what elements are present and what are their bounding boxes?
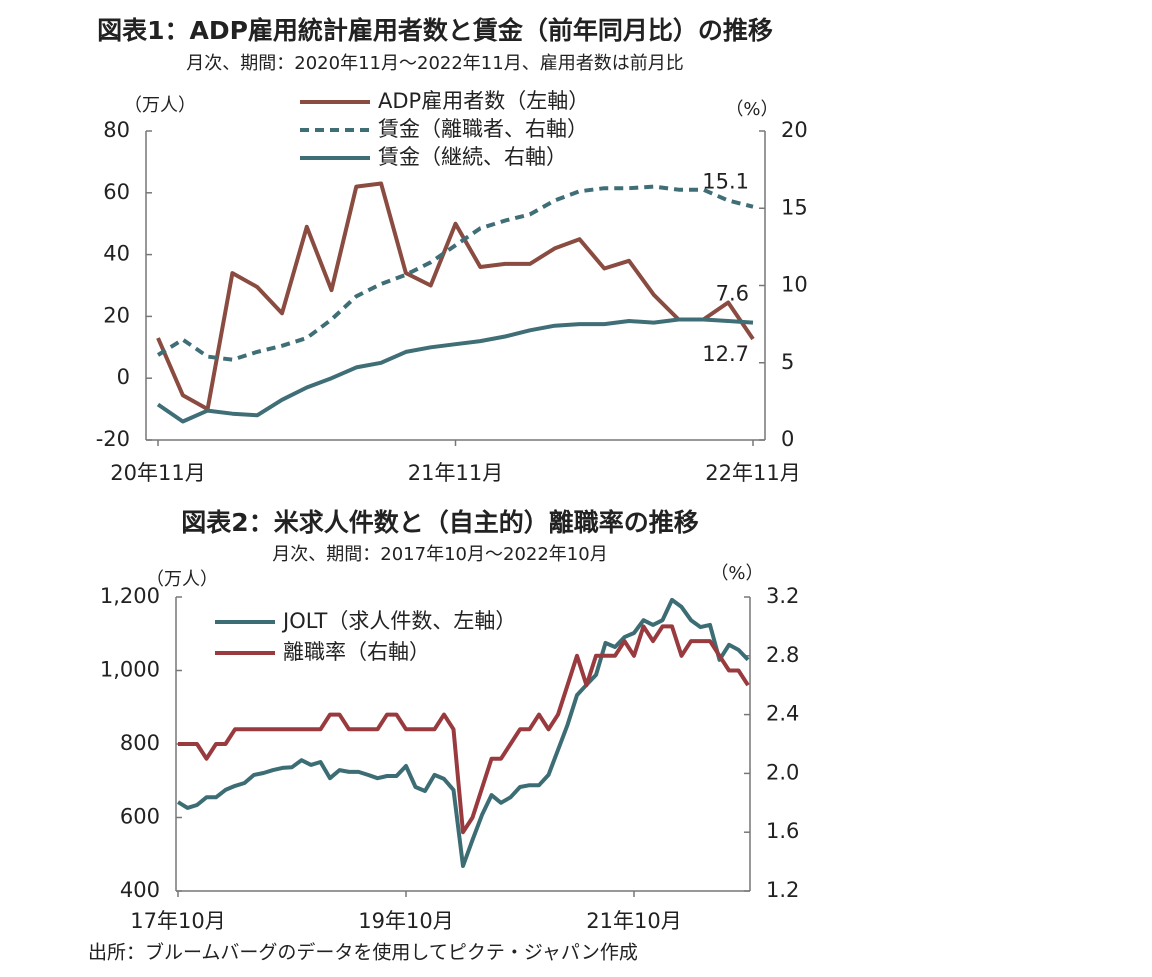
legend-label: JOLT（求人件数、左軸） xyxy=(281,609,516,633)
x-tick-label: 22年11月 xyxy=(705,461,800,485)
y2-tick-label: 2.8 xyxy=(766,643,799,667)
y2-tick-label: 3.2 xyxy=(766,584,799,608)
y2-tick-label: 1.2 xyxy=(766,878,799,902)
chart-title: 図表2：米求人件数と（自主的）離職率の推移 xyxy=(181,508,698,537)
source: 出所：ブルームバーグのデータを使用してピクテ・ジャパン作成 xyxy=(88,941,638,964)
series-line xyxy=(176,597,750,868)
y-tick-label: 60 xyxy=(103,180,130,204)
y-tick-label: 0 xyxy=(117,365,130,389)
series-line xyxy=(156,181,755,412)
x-tick-label: 21年10月 xyxy=(586,909,681,933)
data-label: 12.7 xyxy=(702,342,749,366)
y-tick-label: 20 xyxy=(103,303,130,327)
legend-label: 賃金（離職者、右軸） xyxy=(378,117,588,141)
legend-label: 離職率（右軸） xyxy=(283,640,430,664)
y-tick-label: 1,200 xyxy=(100,584,160,608)
chart-subtitle: 月次、期間：2017年10月～2022年10月 xyxy=(272,544,607,565)
legend-label: ADP雇用者数（左軸） xyxy=(378,89,589,113)
y-tick-label: 80 xyxy=(103,118,130,142)
y2-axis-label: （%） xyxy=(710,563,763,584)
y-tick-label: 600 xyxy=(120,805,160,829)
x-tick-label: 21年11月 xyxy=(408,461,503,485)
y2-tick-label: 15 xyxy=(781,195,808,219)
y-axis-label: （万人） xyxy=(124,95,196,116)
y-tick-label: -20 xyxy=(96,427,130,451)
x-tick-label: 20年11月 xyxy=(110,461,205,485)
y-tick-label: 800 xyxy=(120,731,160,755)
y-tick-label: 1,000 xyxy=(100,658,160,682)
y2-tick-label: 5 xyxy=(781,350,794,374)
x-tick-label: 19年10月 xyxy=(358,909,453,933)
chart-title: 図表1：ADP雇用統計雇用者数と賃金（前年同月比）の推移 xyxy=(97,16,773,45)
y2-tick-label: 1.6 xyxy=(766,819,799,843)
x-tick-label: 17年10月 xyxy=(130,909,225,933)
y2-tick-label: 2.4 xyxy=(766,702,799,726)
y2-tick-label: 20 xyxy=(781,118,808,142)
y2-tick-label: 10 xyxy=(781,273,808,297)
data-label: 7.6 xyxy=(716,282,749,306)
y2-axis-label: （%） xyxy=(725,99,778,120)
y2-tick-label: 2.0 xyxy=(766,760,799,784)
data-label: 15.1 xyxy=(702,170,749,194)
chart-subtitle: 月次、期間：2020年11月～2022年11月、雇用者数は前月比 xyxy=(186,53,683,74)
y-tick-label: 400 xyxy=(120,878,160,902)
legend-label: 賃金（継続、右軸） xyxy=(378,145,567,169)
y2-tick-label: 0 xyxy=(781,427,794,451)
series-line xyxy=(156,184,754,362)
y-tick-label: 40 xyxy=(103,242,130,266)
series-line xyxy=(156,317,754,424)
series-line xyxy=(178,624,750,835)
y-axis-label: （万人） xyxy=(146,569,218,590)
